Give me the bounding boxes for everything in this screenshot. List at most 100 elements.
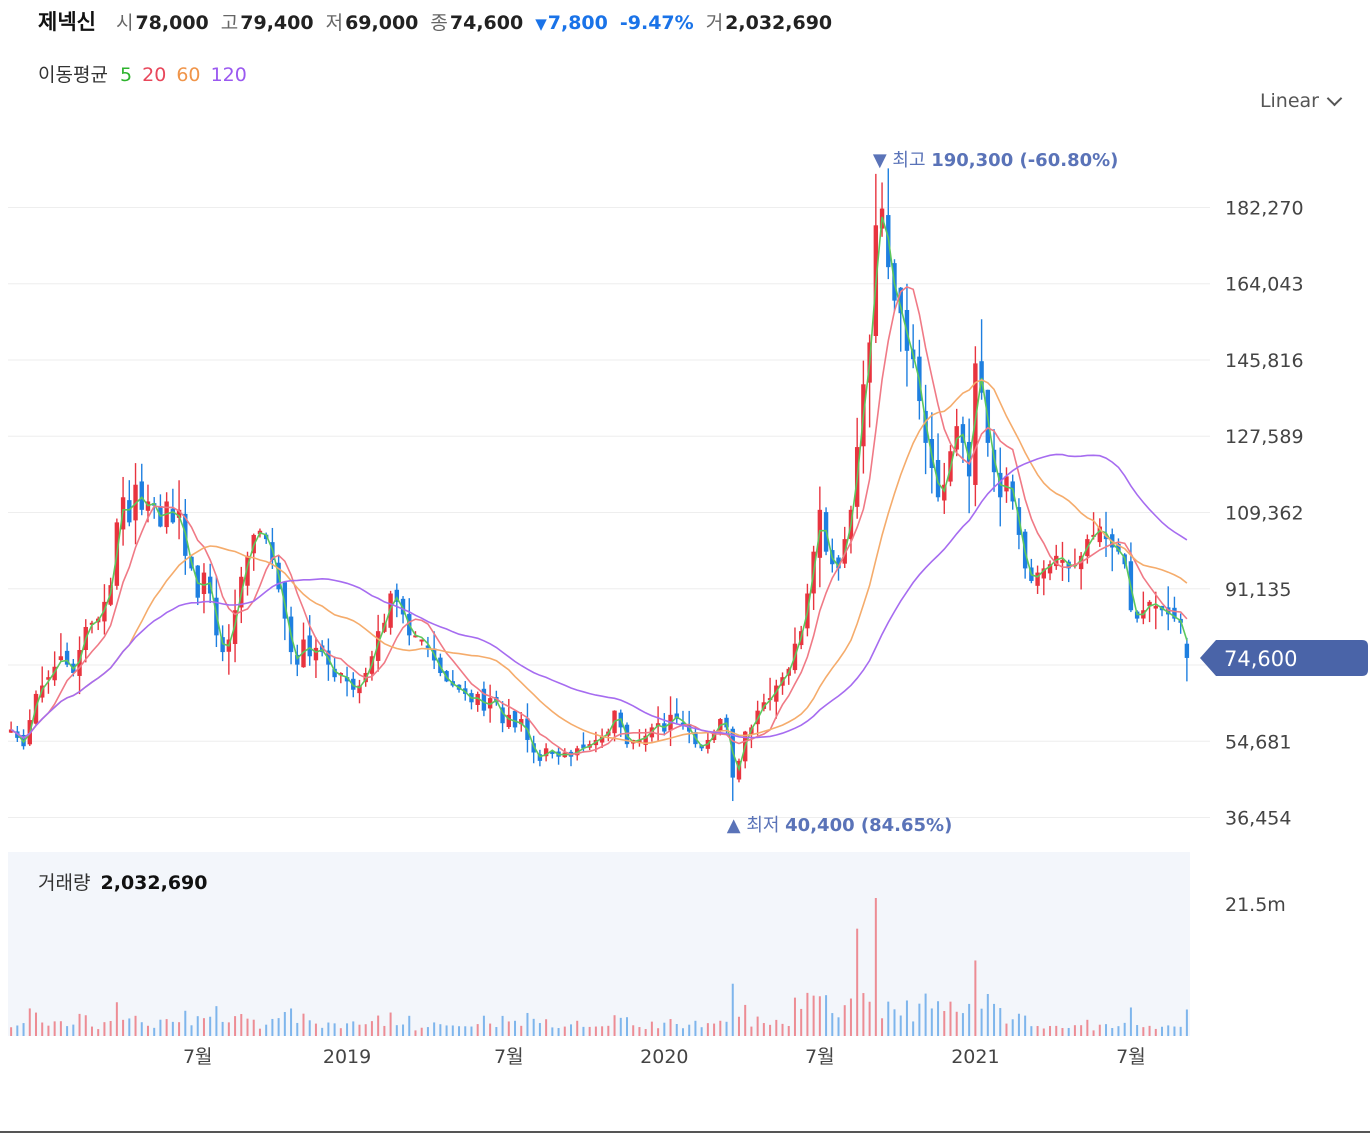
ma-5-label[interactable]: 5 [119,64,133,86]
volume-bar [364,1024,367,1036]
change-value: 7,800 [547,12,608,34]
volume-bar [1024,1015,1027,1036]
volume-bar [296,1022,299,1036]
volume-bar [968,1003,971,1036]
volume-bar [681,1028,684,1036]
volume-bar [520,1025,523,1036]
open-value: 78,000 [135,12,209,34]
candle-body [1147,601,1152,607]
volume-bar [333,1023,336,1036]
volume-bar [582,1026,585,1036]
volume-bar [377,1015,380,1036]
volume-bar [1154,1028,1157,1036]
volume-bar [370,1021,373,1036]
volume-bar [159,1019,162,1036]
volume-bar [930,1008,933,1036]
candle-body [487,698,493,709]
candle-body [89,622,95,625]
volume-bar [912,1021,915,1036]
candle-body [475,693,480,705]
volume-bar [793,997,796,1036]
price-tick-label: 54,681 [1225,731,1291,753]
volume-bar [905,1000,908,1036]
volume-bar [632,1025,635,1036]
volume-bar [526,1012,529,1036]
volume-bar [588,1026,591,1036]
moving-average-legend: 이동평균 5 20 60 120 [38,60,251,87]
candle-body [413,635,418,638]
price-axis: 36,454 54,681 91,135 109,362 127,589 145,816 1… [1225,197,1304,829]
candle-body [295,654,300,665]
volume-bar [321,1027,324,1036]
current-price-badge [1200,639,1368,676]
candle-body [1116,543,1121,552]
volume-bar [395,1025,398,1036]
moving-average-title: 이동평균 [38,64,108,86]
ma-120-label[interactable]: 120 [210,64,247,86]
volume-bar [53,1021,56,1036]
volume-bar [1055,1025,1058,1036]
volume-bar [1123,1022,1126,1036]
volume-bar [41,1022,44,1036]
candle-body [127,500,132,523]
scale-dropdown[interactable]: Linear [1260,90,1343,112]
volume-bar [881,1018,884,1036]
volume-bar [346,1023,349,1036]
volume-bar [594,1026,597,1036]
volume-bar [22,1023,25,1036]
volume-bar [476,1024,479,1036]
ma-20-label[interactable]: 20 [142,64,167,86]
candle-body [942,484,947,501]
time-tick-label: 2019 [323,1046,371,1068]
volume-bar [787,1025,790,1036]
candle-body [531,743,536,753]
candle-body [512,710,518,728]
volume-bar [849,998,852,1036]
volume-panel-background [8,852,1190,1036]
volume-bar [109,1020,112,1036]
candle-body [550,751,555,754]
price-tick-label: 164,043 [1225,274,1304,296]
volume-bar [800,1008,803,1036]
candle-body [425,645,431,648]
volume-bar [1098,1024,1101,1036]
volume-bar [563,1026,566,1036]
bottom-divider [0,1131,1370,1133]
volume-bar [314,1023,317,1036]
candle-body [935,459,941,498]
volume-bar [1017,1013,1020,1036]
volume-bar [489,1023,492,1036]
current-price-label: 74,600 [1224,647,1297,671]
volume-value: 2,032,690 [725,12,833,34]
volume-bar [165,1019,168,1036]
price-tick-label: 36,454 [1225,808,1291,830]
candle-body [1004,476,1009,492]
volume-bar [72,1024,75,1036]
candle-body [58,656,64,661]
volume-bar [414,1030,417,1036]
volume-bar [352,1021,355,1036]
volume-bar [115,1002,118,1036]
volume-bar [887,1001,890,1036]
volume-bar [713,1023,716,1036]
candle-body [419,639,424,642]
volume-bar [856,928,859,1036]
volume-bar [669,1019,672,1036]
volume-bar [625,1017,628,1036]
volume-bar [638,1027,641,1036]
volume-bar [1105,1024,1108,1036]
volume-bar [252,1019,255,1036]
volume-bar [34,1012,37,1036]
volume-bar [1111,1028,1114,1036]
ma-60-label[interactable]: 60 [176,64,201,86]
time-tick-label: 7월 [805,1046,835,1068]
volume-bar [283,1011,286,1036]
candle-body [400,598,406,615]
volume-bar [837,1017,840,1036]
volume-bar [153,1027,156,1036]
volume-bar [986,993,989,1036]
time-tick-label: 2020 [640,1046,688,1068]
volume-bar [831,1013,834,1036]
candle-body [77,649,82,676]
